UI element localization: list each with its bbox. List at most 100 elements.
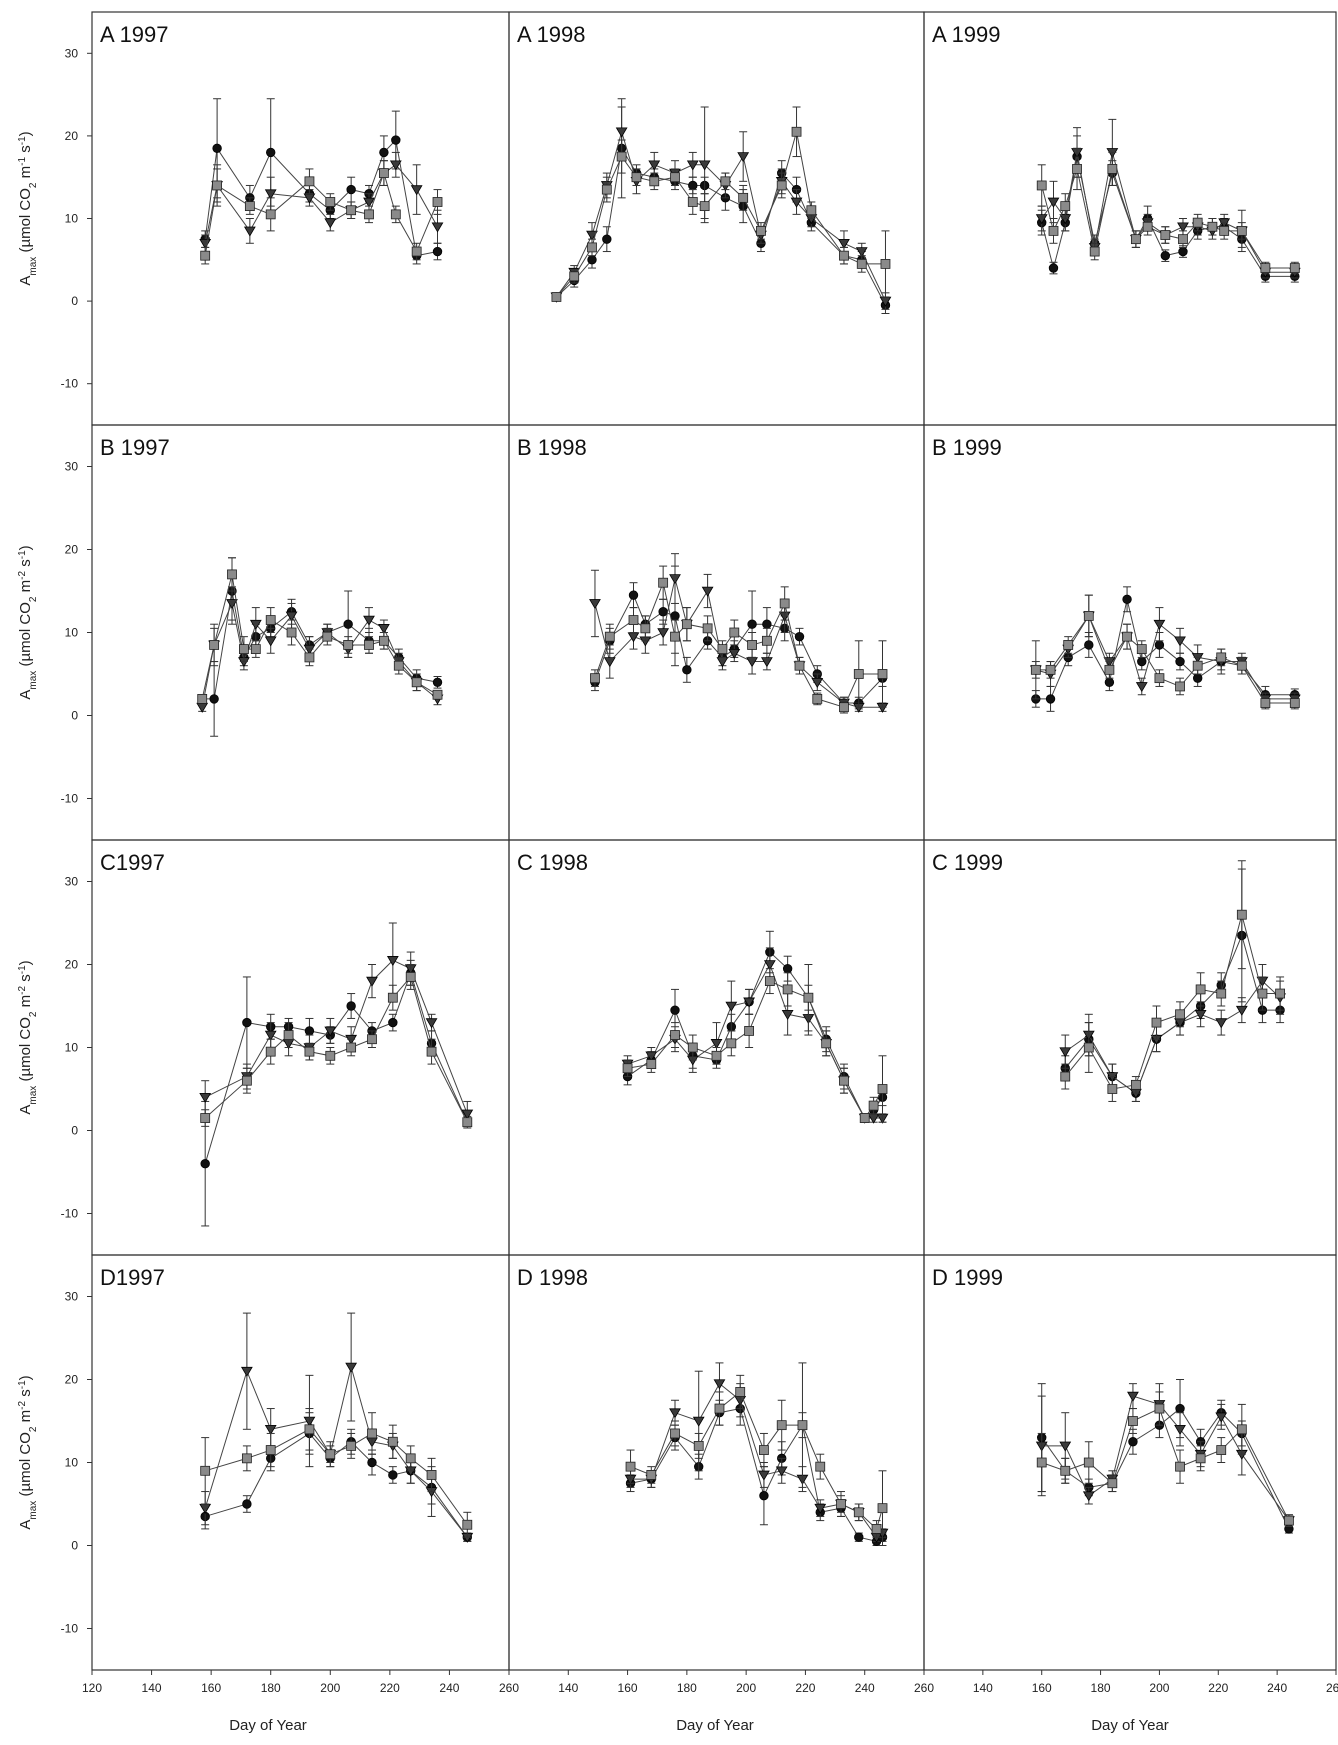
data-point-triangle-down <box>1174 1425 1186 1436</box>
data-point-triangle-down <box>781 1010 794 1021</box>
data-point-square <box>658 577 669 588</box>
series-triangle-down <box>199 1312 474 1543</box>
data-point-square <box>1195 984 1206 995</box>
data-point-triangle-down <box>669 574 681 585</box>
x-tick-label: 140 <box>973 1681 993 1695</box>
data-point-triangle-down <box>264 1425 277 1436</box>
data-point-triangle-down <box>386 956 399 967</box>
series-square <box>622 964 888 1123</box>
series-triangle-down <box>621 947 889 1124</box>
panel-title: D 1998 <box>517 1265 588 1290</box>
data-point-square <box>209 640 220 650</box>
data-point-circle <box>854 1532 864 1542</box>
series-square <box>197 557 443 704</box>
data-point-square <box>364 640 374 650</box>
data-point-triangle-down <box>199 238 212 250</box>
data-point-triangle-down <box>701 586 714 597</box>
series-line <box>594 580 883 708</box>
data-point-square <box>304 1046 315 1057</box>
data-point-square <box>877 669 888 679</box>
data-point-square <box>726 1038 737 1049</box>
data-point-square <box>640 623 651 634</box>
series-line <box>556 129 886 302</box>
series-triangle-down <box>196 586 444 713</box>
data-point-square <box>871 1524 882 1534</box>
data-point-circle <box>682 665 692 675</box>
data-point-square <box>212 180 223 191</box>
series-circle <box>200 98 443 265</box>
y-tick-label: -10 <box>61 1207 79 1221</box>
y-tick-label: 0 <box>71 709 78 723</box>
y-tick-label: 10 <box>65 212 79 226</box>
data-point-square <box>877 1084 888 1094</box>
data-point-square <box>776 1420 787 1431</box>
panel-frame <box>508 1254 925 1671</box>
x-tick-label: 240 <box>855 1681 875 1695</box>
data-point-square <box>387 992 398 1003</box>
data-point-circle <box>212 143 222 153</box>
x-tick-label: 140 <box>142 1681 162 1695</box>
data-point-square <box>1107 164 1118 174</box>
data-point-square <box>839 250 849 261</box>
data-point-circle <box>1122 594 1132 605</box>
data-point-triangle-down <box>264 636 277 647</box>
data-point-circle <box>242 1499 252 1509</box>
data-point-square <box>1083 1457 1094 1468</box>
data-point-triangle-down <box>425 1018 438 1029</box>
data-point-square <box>1216 988 1227 999</box>
data-point-circle <box>346 184 356 195</box>
data-point-circle <box>432 677 443 688</box>
data-point-square <box>1195 1453 1206 1464</box>
data-point-circle <box>1175 656 1185 667</box>
y-axis-label-part: -2 <box>17 1401 28 1410</box>
data-point-square <box>239 644 249 654</box>
data-point-square <box>646 1470 657 1480</box>
x-tick-label: 220 <box>380 1681 400 1695</box>
data-point-square <box>378 168 389 178</box>
x-tick-label: 120 <box>82 1681 102 1695</box>
data-point-square <box>265 1445 276 1455</box>
data-point-square <box>687 1042 698 1053</box>
data-point-square <box>877 1503 888 1514</box>
data-point-circle <box>794 631 805 642</box>
series-line <box>204 164 438 244</box>
y-axis-label-part: 2 <box>28 182 39 188</box>
series-line <box>1064 933 1281 1094</box>
data-point-square <box>815 1461 826 1472</box>
data-point-circle <box>602 234 612 244</box>
y-axis-label-part: m <box>17 166 34 183</box>
panel-c1997: -10 0 10 20 30 C1997 <box>61 839 510 1256</box>
panel-title: A 1999 <box>932 22 1001 47</box>
y-axis-label-part: (µmol CO <box>17 1017 34 1086</box>
x-tick-label: 180 <box>677 1681 697 1695</box>
data-point-circle <box>1104 677 1115 688</box>
data-point-square <box>462 1117 473 1128</box>
data-point-triangle-down <box>249 619 262 630</box>
panels-layer: -10 0 10 20 30 A 1997 A 1998 A 1999 -10 0 10 20 30 B … <box>61 11 1338 1695</box>
panel-c-1999: C 1999 <box>923 839 1337 1256</box>
data-point-circle <box>1084 640 1094 650</box>
data-point-square <box>265 1046 276 1057</box>
data-point-square <box>616 151 627 162</box>
data-point-circle <box>1178 246 1188 257</box>
data-point-triangle-down <box>1215 1018 1228 1029</box>
data-point-square <box>1219 225 1230 236</box>
y-axis-label-part: ) <box>17 1375 34 1380</box>
y-tick-label: -10 <box>61 1622 79 1636</box>
data-point-triangle-down <box>692 1416 705 1427</box>
data-point-circle <box>1154 640 1165 650</box>
data-point-square <box>853 669 864 679</box>
data-point-square <box>1048 225 1059 236</box>
data-point-square <box>569 271 580 282</box>
x-tick-label: 200 <box>736 1681 756 1695</box>
series-circle <box>625 1391 888 1547</box>
data-point-square <box>304 176 315 187</box>
data-point-triangle-down <box>814 1503 827 1514</box>
data-point-square <box>283 1030 294 1040</box>
data-point-square <box>859 1113 870 1123</box>
x-axis-label-col1: Day of Year <box>229 1717 307 1734</box>
data-point-circle <box>759 1490 769 1501</box>
data-point-square <box>649 176 660 187</box>
series-square <box>200 160 443 265</box>
